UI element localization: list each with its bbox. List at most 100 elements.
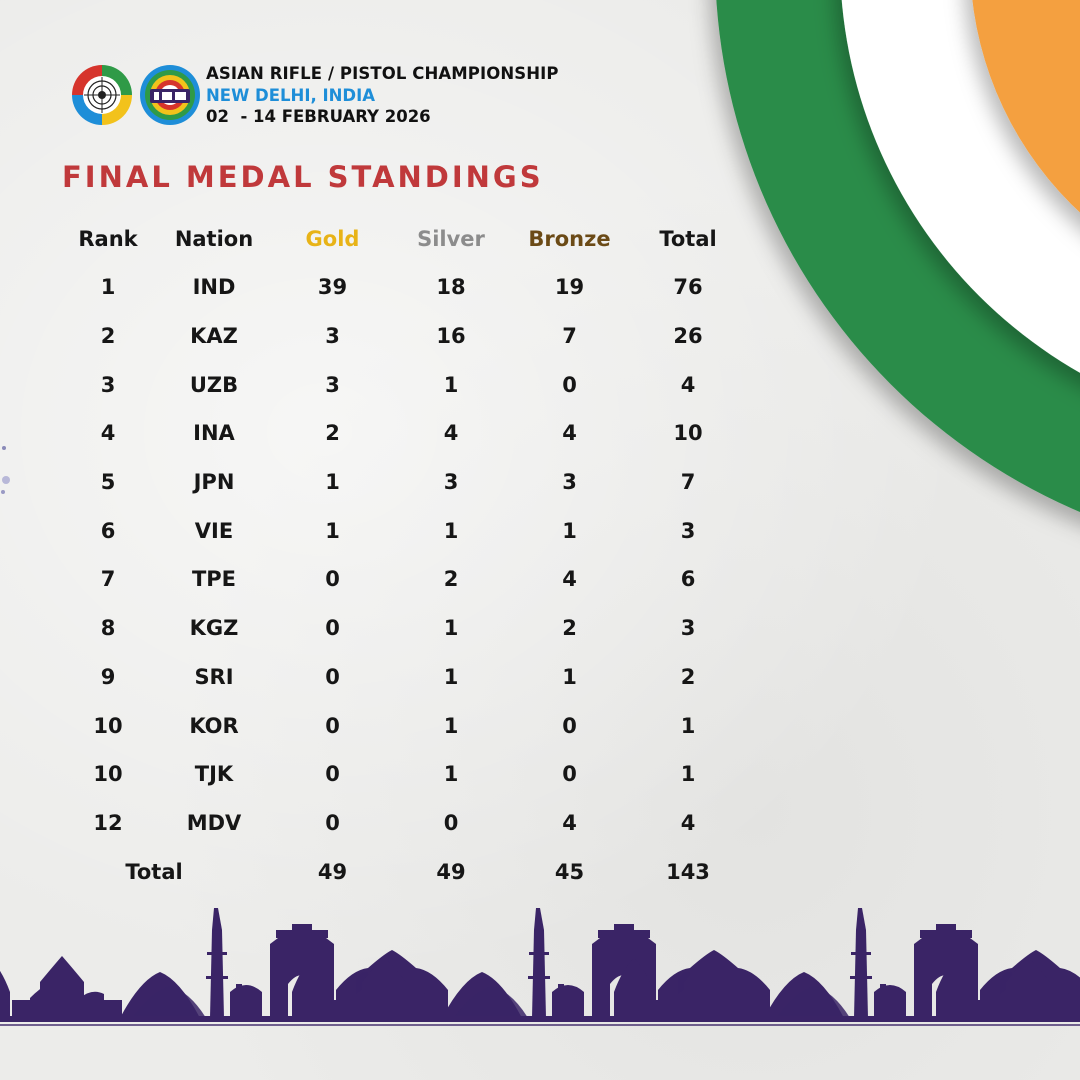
cell-nation: JPN [193,470,235,495]
cell-bronze: 4 [562,567,577,592]
cell-nation: KAZ [190,324,238,349]
cell-rank: 3 [100,372,116,397]
cell-gold: 0 [325,810,340,835]
cell-silver: 2 [443,567,459,592]
totals-bronze: 45 [554,859,585,884]
cell-rank: 1 [100,275,116,300]
table-row: 10 KOR 0 1 0 1 [48,701,734,750]
cell-silver: 0 [443,810,459,835]
totals-total: 143 [666,859,710,884]
table-header-row: Rank Nation Gold Silver Bronze Total [48,215,734,263]
totals-row: Total 49 49 45 143 [48,847,734,896]
table-row: 4 INA 2 4 4 10 [48,409,734,458]
cell-rank: 9 [100,664,116,689]
event-location: NEW DELHI, INDIA [206,86,376,105]
cell-nation: SRI [194,664,234,689]
cell-nation: INA [193,421,235,446]
totals-silver: 49 [436,859,466,884]
cell-nation: TPE [191,567,237,592]
cell-gold: 1 [325,518,340,543]
cell-total: 2 [680,664,696,689]
cell-total: 26 [673,324,703,349]
table-row: 6 VIE 1 1 1 3 [48,506,734,555]
cell-silver: 18 [436,275,466,300]
table-row: 12 MDV 0 0 4 4 [48,799,734,848]
cell-total: 10 [673,421,703,446]
cell-silver: 1 [443,664,459,689]
column-header-silver: Silver [417,227,485,251]
cell-nation: KGZ [189,616,239,641]
cell-bronze: 7 [562,324,577,349]
saffron-arc [972,0,1080,213]
cell-rank: 10 [93,713,123,738]
cell-gold: 0 [325,616,340,641]
cell-gold: 0 [325,664,340,689]
table-row: 9 SRI 0 1 1 2 [48,653,734,702]
cell-bronze: 2 [562,616,577,641]
cell-total: 6 [680,567,696,592]
cell-rank: 10 [93,762,123,787]
event-title: ASIAN RIFLE / PISTOL CHAMPIONSHIP [206,64,559,83]
cell-total: 76 [673,275,703,300]
table-row: 2 KAZ 3 16 7 26 [48,312,734,361]
cell-silver: 16 [436,324,466,349]
column-header-total: Total [659,227,717,251]
cell-silver: 1 [443,616,459,641]
cell-rank: 6 [100,518,116,543]
table-row: 3 UZB 3 1 0 4 [48,360,734,409]
cell-gold: 3 [325,372,340,397]
cell-total: 7 [680,470,696,495]
cell-silver: 1 [443,372,459,397]
cell-bronze: 4 [562,810,577,835]
cell-silver: 1 [443,713,459,738]
cell-silver: 1 [443,762,459,787]
cell-nation: KOR [189,713,239,738]
cell-rank: 4 [100,421,116,446]
cell-gold: 0 [325,713,340,738]
event-dates: 02 - 14 FEBRUARY 2026 [206,107,431,126]
totals-gold: 49 [317,859,348,884]
cell-total: 1 [680,713,696,738]
cell-gold: 3 [325,324,340,349]
cell-bronze: 1 [562,664,577,689]
cell-bronze: 0 [562,762,577,787]
cell-total: 1 [680,762,696,787]
cell-rank: 5 [100,470,116,495]
column-header-nation: Nation [174,227,254,251]
table-body: 1 IND 39 18 19 76 2 KAZ 3 16 7 26 3 UZB 3 1 0 4 4 INA 2 4 4 10 5… [48,263,734,847]
column-header-rank: Rank [78,227,138,251]
cell-gold: 0 [325,567,340,592]
cell-nation: VIE [194,518,234,543]
cell-gold: 0 [325,762,340,787]
cell-nation: TJK [194,762,234,787]
cell-rank: 12 [93,810,123,835]
cell-bronze: 0 [562,713,577,738]
cell-silver: 1 [443,518,459,543]
cell-silver: 3 [443,470,459,495]
medal-standings-table: Rank Nation Gold Silver Bronze Total 1 IN… [48,215,734,896]
cell-rank: 8 [100,616,116,641]
event-logos [72,65,200,125]
cell-total: 3 [680,616,696,641]
cell-bronze: 1 [562,518,577,543]
cell-gold: 1 [325,470,340,495]
totals-label: Total [125,859,183,884]
table-row: 5 JPN 1 3 3 7 [48,458,734,507]
cell-total: 4 [680,372,696,397]
asian-shooting-logo-icon [72,65,132,125]
cell-total: 3 [680,518,696,543]
cell-bronze: 3 [562,470,577,495]
column-header-gold: Gold [305,227,360,251]
delhi-skyline-decoration [0,908,1080,1026]
table-row: 10 TJK 0 1 0 1 [48,750,734,799]
cell-bronze: 4 [562,421,577,446]
cell-nation: UZB [189,372,239,397]
cell-rank: 2 [100,324,116,349]
edge-decoration [1,446,10,494]
cell-nation: IND [192,275,236,300]
cell-gold: 2 [325,421,340,446]
cell-silver: 4 [443,421,459,446]
cell-bronze: 19 [554,275,585,300]
table-row: 1 IND 39 18 19 76 [48,263,734,312]
nrai-logo-icon [140,65,200,125]
